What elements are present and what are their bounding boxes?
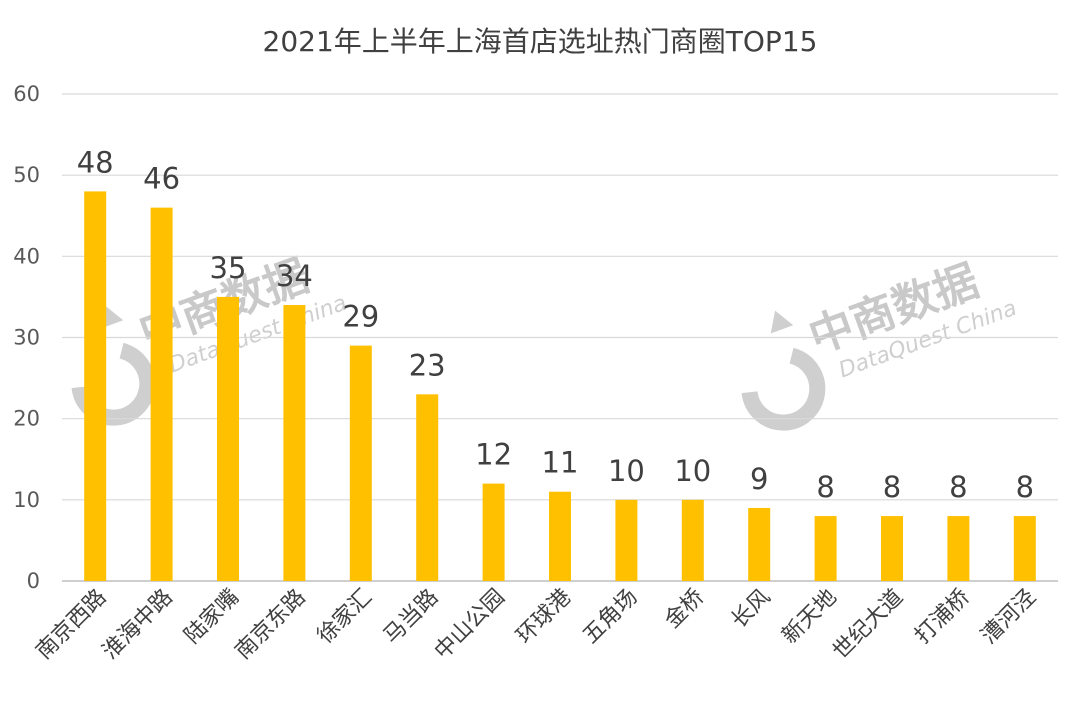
x-tick-label: 环球港 bbox=[512, 585, 576, 649]
x-tick-label: 世纪大道 bbox=[828, 585, 908, 665]
data-label: 23 bbox=[409, 348, 446, 382]
bar bbox=[947, 516, 970, 581]
x-tick-label: 打浦桥 bbox=[910, 585, 974, 649]
y-tick-label: 30 bbox=[13, 326, 40, 350]
data-label: 8 bbox=[1016, 470, 1034, 504]
x-tick-label: 五角场 bbox=[578, 585, 642, 649]
x-tick-label: 中山公园 bbox=[430, 585, 510, 665]
data-label: 8 bbox=[883, 470, 901, 504]
bars bbox=[84, 191, 1036, 581]
data-label: 12 bbox=[475, 438, 512, 472]
data-label: 10 bbox=[608, 454, 645, 488]
data-label: 34 bbox=[276, 259, 313, 293]
bar bbox=[681, 499, 704, 581]
data-label: 48 bbox=[77, 145, 114, 179]
bar bbox=[416, 394, 439, 581]
bar bbox=[1013, 516, 1036, 581]
x-tick-label: 陆家嘴 bbox=[180, 585, 244, 649]
data-label: 9 bbox=[750, 462, 768, 496]
x-tick-label: 徐家汇 bbox=[313, 585, 377, 649]
data-label: 10 bbox=[674, 454, 711, 488]
data-label: 29 bbox=[342, 300, 379, 334]
x-tick-label: 长风 bbox=[727, 585, 776, 634]
x-tick-label: 新天地 bbox=[777, 585, 841, 649]
bar bbox=[881, 516, 903, 581]
bar bbox=[482, 483, 505, 581]
data-label: 8 bbox=[949, 470, 967, 504]
y-tick-label: 50 bbox=[13, 163, 40, 187]
data-label: 35 bbox=[210, 251, 247, 285]
bar bbox=[349, 345, 372, 581]
bar bbox=[283, 305, 306, 581]
x-tick-label: 淮海中路 bbox=[98, 585, 178, 665]
watermark-logo-icon bbox=[741, 310, 826, 431]
x-tick-label: 南京东路 bbox=[231, 585, 311, 665]
watermark: 中商数据 DataQuest China bbox=[741, 255, 1020, 431]
data-label: 11 bbox=[542, 446, 579, 480]
bar bbox=[615, 499, 638, 581]
x-tick-label: 漕河泾 bbox=[977, 585, 1041, 649]
y-tick-label: 60 bbox=[13, 82, 40, 106]
bar bbox=[150, 207, 173, 581]
chart-title: 2021年上半年上海首店选址热门商圈TOP15 bbox=[263, 25, 818, 58]
y-tick-label: 10 bbox=[13, 488, 40, 512]
bar bbox=[84, 191, 107, 581]
bar bbox=[748, 507, 771, 581]
data-label: 8 bbox=[816, 470, 834, 504]
y-axis-ticks: 0 10 20 30 40 50 60 bbox=[13, 82, 40, 593]
bar bbox=[549, 491, 571, 581]
x-tick-label: 南京西路 bbox=[32, 585, 112, 665]
y-tick-label: 0 bbox=[27, 569, 40, 593]
y-tick-label: 40 bbox=[13, 244, 40, 268]
y-tick-label: 20 bbox=[13, 407, 40, 431]
data-label: 46 bbox=[143, 162, 180, 196]
bar bbox=[814, 516, 837, 581]
bar bbox=[217, 296, 239, 581]
x-tick-label: 金桥 bbox=[660, 585, 709, 634]
data-labels: 48 46 35 34 29 23 12 11 10 10 9 8 8 8 8 bbox=[77, 145, 1034, 504]
x-tick-label: 马当路 bbox=[379, 585, 443, 649]
